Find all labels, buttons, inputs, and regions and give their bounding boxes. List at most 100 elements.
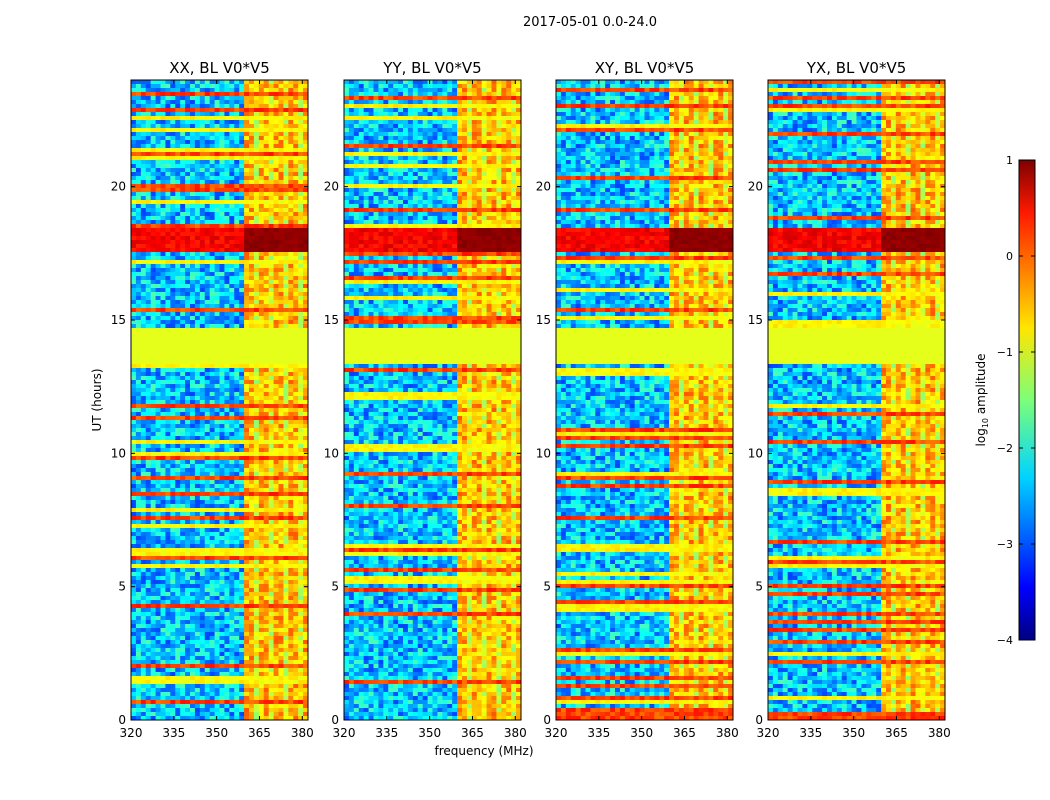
heatmap-cell (170, 500, 176, 505)
heatmap-cell (268, 220, 275, 225)
heatmap-cell (194, 456, 201, 461)
heatmap-cell (170, 176, 176, 181)
heatmap-cell (234, 268, 240, 273)
heatmap-cell (214, 464, 220, 469)
heatmap-cell (273, 296, 279, 301)
heatmap-cell (268, 116, 275, 121)
heatmap-cell (263, 584, 270, 589)
heatmap-cell (214, 300, 220, 305)
heatmap-cell (278, 336, 284, 341)
heatmap-cell (293, 356, 299, 361)
heatmap-cell (278, 476, 284, 481)
heatmap-cell (185, 456, 191, 461)
heatmap-cell (150, 288, 157, 293)
heatmap-cell (180, 184, 186, 189)
heatmap-cell (229, 404, 235, 409)
heatmap-cell (293, 128, 299, 133)
heatmap-cell (185, 540, 191, 545)
heatmap-cell (268, 168, 275, 173)
heatmap-cell (155, 252, 161, 257)
heatmap-cell (165, 120, 171, 125)
heatmap-cell (224, 424, 230, 429)
heatmap-cell (204, 428, 211, 433)
heatmap-cell (283, 468, 289, 473)
heatmap-cell (263, 528, 270, 533)
heatmap-cell (150, 452, 157, 457)
heatmap-cell (273, 288, 279, 293)
heatmap-cell (160, 276, 166, 281)
heatmap-cell (194, 196, 201, 201)
heatmap-cell (135, 128, 142, 133)
heatmap-cell (150, 408, 157, 413)
heatmap-cell (140, 504, 147, 509)
heatmap-cell (175, 300, 181, 305)
heatmap-cell (155, 328, 161, 333)
heatmap-cell (165, 308, 171, 313)
heatmap-cell (249, 472, 255, 477)
heatmap-cell (131, 188, 137, 193)
heatmap-cell (239, 284, 245, 289)
heatmap-cell (140, 140, 147, 145)
heatmap-cell (140, 116, 147, 121)
heatmap-cell (219, 464, 225, 469)
heatmap-cell (135, 388, 142, 393)
heatmap-cell (283, 164, 289, 169)
heatmap-cell (185, 180, 191, 185)
heatmap-cell (253, 488, 260, 493)
heatmap-cell (234, 452, 240, 457)
heatmap-cell (273, 292, 279, 297)
heatmap-cell (288, 612, 294, 617)
heatmap-cell (170, 308, 176, 313)
heatmap-cell (185, 504, 191, 509)
heatmap-cell (303, 128, 308, 133)
heatmap-cell (209, 400, 216, 405)
heatmap-cell (219, 628, 225, 633)
heatmap-cell (263, 628, 270, 633)
heatmap-cell (199, 552, 206, 557)
heatmap-cell (140, 288, 147, 293)
heatmap-cell (140, 552, 147, 557)
heatmap-cell (263, 492, 270, 497)
heatmap-cell (180, 100, 186, 105)
heatmap-cell (298, 432, 304, 437)
heatmap-cell (278, 180, 284, 185)
heatmap-cell (229, 80, 235, 85)
heatmap-cell (155, 396, 161, 401)
heatmap-cell (165, 88, 171, 93)
heatmap-cell (303, 152, 308, 157)
heatmap-cell (165, 384, 171, 389)
heatmap-cell (268, 84, 275, 89)
heatmap-cell (263, 412, 270, 417)
heatmap-cell (194, 132, 201, 137)
heatmap-cell (288, 520, 294, 525)
heatmap-cell (239, 224, 245, 229)
heatmap-cell (234, 580, 240, 585)
heatmap-cell (224, 248, 230, 253)
heatmap-cell (160, 388, 166, 393)
heatmap-cell (135, 200, 142, 205)
heatmap-cell (140, 80, 147, 85)
heatmap-cell (268, 528, 275, 533)
heatmap-cell (249, 584, 255, 589)
heatmap-cell (175, 628, 181, 633)
heatmap-cell (170, 412, 176, 417)
heatmap-cell (268, 272, 275, 277)
heatmap-cell (165, 236, 171, 241)
heatmap-cell (224, 144, 230, 149)
heatmap-cell (209, 524, 216, 529)
heatmap-cell (170, 328, 176, 333)
heatmap-cell (160, 364, 166, 369)
heatmap-cell (155, 108, 161, 113)
heatmap-cell (293, 232, 299, 237)
heatmap-cell (214, 168, 220, 173)
heatmap-cell (283, 368, 289, 373)
heatmap-cell (268, 584, 275, 589)
heatmap-cell (224, 400, 230, 405)
heatmap-cell (268, 500, 275, 505)
heatmap-cell (273, 364, 279, 369)
heatmap-cell (283, 132, 289, 137)
heatmap-cell (199, 208, 206, 213)
heatmap-cell (199, 360, 206, 365)
heatmap-cell (194, 520, 201, 525)
heatmap-cell (140, 524, 147, 529)
